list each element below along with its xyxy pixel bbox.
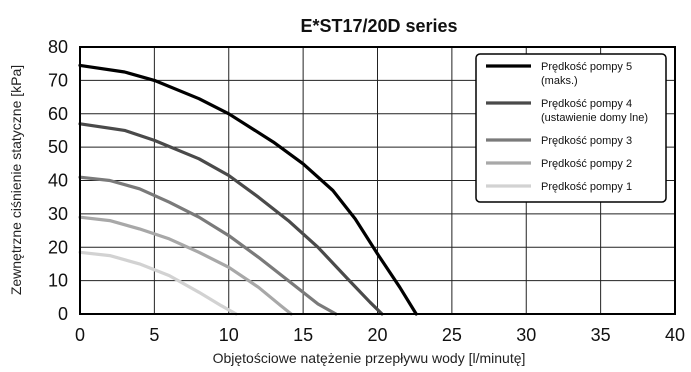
y-tick-label: 50 bbox=[48, 137, 68, 157]
y-tick-label: 80 bbox=[48, 37, 68, 57]
series-line-pump-speed-3 bbox=[78, 175, 338, 316]
legend-label: Prędkość pompy 2 bbox=[541, 158, 632, 170]
legend-label: Prędkość pompy 4 bbox=[541, 98, 632, 110]
x-tick-label: 25 bbox=[442, 325, 462, 345]
x-axis-label: Objętościowe natężenie przepływu wody [l… bbox=[213, 350, 526, 366]
series-line-pump-speed-2 bbox=[78, 215, 293, 316]
tick-labels: 0 5 10 15 20 25 30 35 40 0 10 20 30 40 50 60 70 80 bbox=[48, 37, 685, 345]
plot-frame bbox=[79, 46, 676, 315]
series-lines bbox=[78, 63, 418, 316]
x-tick-label: 35 bbox=[591, 325, 611, 345]
y-tick-label: 40 bbox=[48, 171, 68, 191]
y-tick-label: 70 bbox=[48, 70, 68, 90]
series-line-pump-speed-4 bbox=[78, 122, 384, 316]
y-tick-label: 10 bbox=[48, 271, 68, 291]
series-line-pump-speed-5 bbox=[78, 63, 418, 316]
series-line-pump-speed-1 bbox=[78, 250, 238, 316]
y-tick-label: 60 bbox=[48, 104, 68, 124]
x-tick-label: 0 bbox=[75, 325, 85, 345]
y-tick-label: 0 bbox=[58, 304, 68, 324]
legend-label: Prędkość pompy 1 bbox=[541, 181, 632, 193]
x-tick-label: 30 bbox=[516, 325, 536, 345]
x-tick-label: 15 bbox=[293, 325, 313, 345]
legend-label-line2: (ustawienie domy lne) bbox=[541, 112, 648, 124]
x-tick-label: 40 bbox=[665, 325, 685, 345]
legend: Prędkość pompy 5 (maks.) Prędkość pompy 4 (… bbox=[475, 53, 667, 203]
legend-label-line2: (maks.) bbox=[541, 75, 578, 87]
legend-box bbox=[475, 53, 667, 203]
y-tick-label: 30 bbox=[48, 204, 68, 224]
legend-label: Prędkość pompy 3 bbox=[541, 135, 632, 147]
y-tick-label: 20 bbox=[48, 237, 68, 257]
y-axis-label: Zewnętrzne ciśnienie statyczne [kPa] bbox=[8, 65, 24, 295]
chart-title: E*ST17/20D series bbox=[300, 16, 457, 36]
x-tick-label: 5 bbox=[149, 325, 159, 345]
x-tick-label: 10 bbox=[219, 325, 239, 345]
legend-label: Prędkość pompy 5 bbox=[541, 61, 632, 73]
x-tick-label: 20 bbox=[367, 325, 387, 345]
